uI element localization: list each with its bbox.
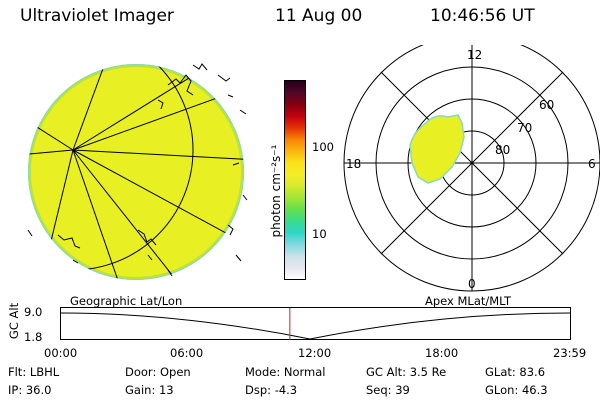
x-tick-1200: 12:00 — [298, 346, 332, 360]
info-ip: IP: 36.0 — [8, 383, 52, 397]
colorbar-unit-label: photon cm⁻²s⁻¹ — [269, 144, 283, 238]
colorbar-gradient — [285, 81, 305, 279]
instrument-title: Ultraviolet Imager — [20, 6, 174, 26]
polar-plot: 12 0 18 6 60 70 80 — [343, 45, 600, 292]
colorbar — [284, 80, 306, 280]
info-dsp: Dsp: -4.3 — [245, 383, 298, 397]
mlat-label-60: 60 — [539, 98, 554, 112]
colorbar-tick-100: 100 — [312, 140, 334, 154]
apex-label: Apex MLat/MLT — [425, 294, 512, 308]
colorbar-tick-10: 10 — [312, 227, 327, 241]
x-tick-2359: 23:59 — [553, 346, 587, 360]
mlt-label-0: 0 — [468, 277, 476, 291]
altitude-plot — [60, 307, 571, 340]
x-tick-0000: 00:00 — [44, 346, 78, 360]
altitude-plot-frame — [60, 307, 571, 340]
earth-disk — [28, 64, 244, 280]
date-label: 11 Aug 00 — [275, 6, 363, 26]
mlt-label-18: 18 — [346, 157, 361, 171]
time-label: 10:46:56 UT — [430, 6, 535, 26]
info-seq: Seq: 39 — [366, 383, 410, 397]
mlt-label-6: 6 — [588, 157, 596, 171]
geographic-label: Geographic Lat/Lon — [70, 294, 183, 308]
info-gc-alt: GC Alt: 3.5 Re — [366, 365, 447, 379]
auroral-oval — [409, 114, 465, 184]
mlat-label-80: 80 — [495, 143, 510, 157]
altitude-tick-max: 9.0 — [24, 305, 43, 319]
info-mode: Mode: Normal — [245, 365, 326, 379]
info-glon: GLon: 46.3 — [485, 383, 548, 397]
mlat-label-70: 70 — [517, 121, 532, 135]
info-door: Door: Open — [125, 365, 191, 379]
polar-grid — [343, 45, 600, 292]
x-tick-0600: 06:00 — [170, 346, 204, 360]
x-tick-1800: 18:00 — [425, 346, 459, 360]
altitude-curve — [60, 312, 571, 340]
coastlines — [27, 63, 248, 277]
geographic-image-panel — [27, 63, 248, 280]
mlt-label-12: 12 — [467, 48, 482, 62]
altitude-axis-label: GC Alt — [7, 302, 22, 340]
info-glat: GLat: 83.6 — [485, 365, 546, 379]
info-gain: Gain: 13 — [125, 383, 174, 397]
altitude-tick-min: 1.8 — [24, 330, 43, 344]
info-flt: Flt: LBHL — [8, 365, 60, 379]
